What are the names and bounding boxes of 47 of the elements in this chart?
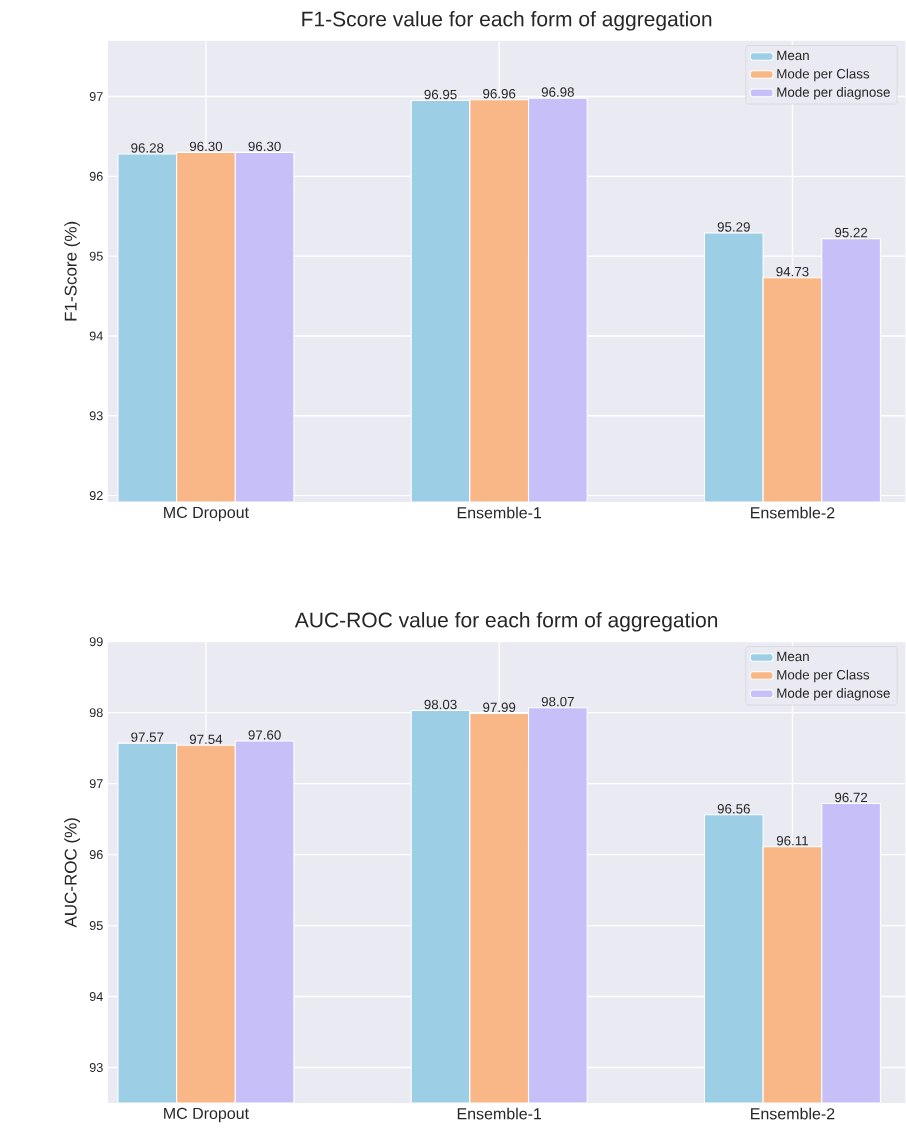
y-axis-title: AUC-ROC (%) bbox=[64, 818, 81, 928]
chart-title: AUC-ROC value for each form of aggregation bbox=[294, 612, 718, 632]
legend-label: Mode per diagnose bbox=[777, 87, 890, 100]
data-label: 96.56 bbox=[717, 804, 750, 814]
legend-label: Mode per diagnose bbox=[777, 688, 890, 701]
chart-title: F1-Score value for each form of aggregation bbox=[302, 11, 712, 31]
data-label: 96.28 bbox=[131, 143, 164, 153]
data-label: 94.73 bbox=[776, 266, 809, 277]
y-tick-label: 94 bbox=[89, 992, 103, 1002]
data-label: 97.54 bbox=[189, 734, 223, 744]
y-tick-label: 95 bbox=[89, 921, 103, 931]
data-label: 96.95 bbox=[424, 89, 457, 100]
x-tick-label: Ensemble-1 bbox=[457, 1107, 542, 1120]
data-label: 97.99 bbox=[483, 702, 516, 713]
data-label: 96.96 bbox=[483, 88, 516, 99]
x-tick-label: MC Dropout bbox=[164, 1107, 249, 1123]
y-tick-label: 93 bbox=[89, 1063, 103, 1072]
data-label: 96.30 bbox=[248, 141, 281, 152]
data-label: 97.57 bbox=[131, 732, 164, 742]
data-label: 98.03 bbox=[424, 699, 457, 710]
x-tick-label: MC Dropout bbox=[164, 506, 249, 522]
y-tick-label: 97 bbox=[89, 779, 103, 789]
data-label: 96.72 bbox=[835, 792, 868, 803]
data-label: 96.98 bbox=[541, 87, 574, 97]
data-label: 96.11 bbox=[776, 836, 808, 846]
y-tick-label: 95 bbox=[89, 251, 103, 261]
legend-label: Mode per Class bbox=[777, 68, 870, 82]
x-tick-label: Ensemble-2 bbox=[751, 1107, 835, 1120]
y-tick-label: 98 bbox=[89, 708, 103, 718]
y-tick-label: 96 bbox=[89, 171, 103, 181]
x-tick-label: Ensemble-1 bbox=[457, 506, 542, 519]
y-tick-label: 99 bbox=[89, 637, 103, 647]
y-axis-title: F1-Score (%) bbox=[64, 221, 81, 321]
data-label: 97.60 bbox=[248, 730, 281, 740]
legend-label: Mean bbox=[777, 50, 809, 61]
data-label: 96.30 bbox=[189, 141, 223, 152]
data-label: 98.07 bbox=[541, 696, 574, 707]
y-tick-label: 97 bbox=[89, 92, 103, 102]
data-label: 95.29 bbox=[717, 222, 750, 232]
x-tick-label: Ensemble-2 bbox=[751, 506, 835, 519]
y-tick-label: 93 bbox=[89, 411, 103, 421]
legend-label: Mode per Class bbox=[777, 669, 870, 683]
y-tick-label: 94 bbox=[89, 331, 103, 341]
y-tick-label: 92 bbox=[89, 491, 103, 501]
legend-label: Mean bbox=[777, 651, 809, 662]
y-tick-label: 96 bbox=[89, 850, 103, 860]
data-label: 95.22 bbox=[835, 227, 868, 238]
